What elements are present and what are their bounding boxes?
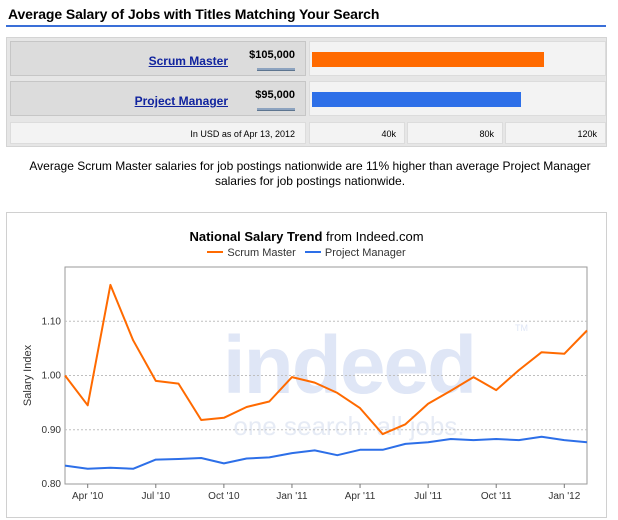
y-tick-label: 0.80 bbox=[42, 479, 62, 490]
job-link-scrum-master[interactable]: Scrum Master bbox=[148, 54, 228, 68]
series-line-project-manager bbox=[64, 435, 588, 470]
x-tick-label: Jan '12 bbox=[548, 491, 580, 502]
axis-tick-label: 80k bbox=[479, 129, 494, 139]
x-tick-label: Oct '11 bbox=[481, 491, 512, 502]
y-tick-label: 1.00 bbox=[42, 371, 62, 382]
y-tick-label: 1.10 bbox=[42, 316, 62, 327]
trend-title-bold: National Salary Trend bbox=[189, 229, 323, 244]
amount-underline bbox=[257, 68, 295, 71]
x-tick-label: Apr '11 bbox=[345, 491, 376, 502]
series-line-scrum-master bbox=[64, 283, 588, 436]
axis-tick-cell: 120k bbox=[505, 122, 606, 144]
legend-item-scrum-master[interactable]: Scrum Master bbox=[207, 247, 296, 259]
salary-comparison-summary: Average Scrum Master salaries for job po… bbox=[29, 159, 591, 188]
legend-swatch bbox=[304, 251, 321, 254]
legend-swatch bbox=[207, 251, 224, 254]
watermark-logo: indeed bbox=[223, 320, 475, 411]
x-tick-label: Jul '10 bbox=[141, 491, 170, 502]
watermark-trademark: TM bbox=[515, 323, 528, 333]
salary-trend-panel: National Salary Trend from Indeed.com Sc… bbox=[6, 212, 607, 518]
legend-label: Project Manager bbox=[324, 247, 406, 259]
amount-underline bbox=[257, 108, 295, 111]
x-tick-label: Apr '10 bbox=[72, 491, 104, 502]
job-label-cell: Project Manager $95,000 bbox=[10, 81, 306, 116]
x-tick-label: Oct '10 bbox=[208, 491, 240, 502]
title-divider bbox=[6, 25, 606, 27]
salary-comparison-panel: Scrum Master $105,000 Project Manager $9… bbox=[6, 37, 607, 147]
x-tick-label: Jan '11 bbox=[276, 491, 308, 502]
page-title: Average Salary of Jobs with Titles Match… bbox=[8, 6, 380, 22]
axis-tick-label: 120k bbox=[577, 129, 597, 139]
watermark-tagline: one search. all jobs. bbox=[233, 411, 464, 441]
salary-bar-cell bbox=[309, 81, 606, 116]
legend-item-project-manager[interactable]: Project Manager bbox=[304, 247, 406, 259]
salary-bar-cell bbox=[309, 41, 606, 76]
axis-tick-cell: 40k bbox=[309, 122, 405, 144]
axis-tick-label: 40k bbox=[381, 129, 396, 139]
x-tick-label: Jul '11 bbox=[414, 491, 442, 502]
y-tick-label: 0.90 bbox=[42, 425, 62, 436]
footnote-cell: In USD as of Apr 13, 2012 bbox=[10, 122, 306, 144]
trend-title-source: from Indeed.com bbox=[322, 229, 424, 244]
salary-footnote: In USD as of Apr 13, 2012 bbox=[190, 129, 295, 139]
trend-chart-title: National Salary Trend from Indeed.com bbox=[7, 229, 606, 244]
axis-tick-cell: 80k bbox=[407, 122, 503, 144]
job-label-cell: Scrum Master $105,000 bbox=[10, 41, 306, 76]
salary-bar-project-manager bbox=[312, 92, 521, 107]
salary-amount: $105,000 bbox=[249, 49, 295, 61]
salary-bar-scrum-master bbox=[312, 52, 544, 67]
chart-legend: Scrum Master Project Manager bbox=[7, 247, 606, 259]
y-axis-label: Salary Index bbox=[22, 344, 34, 406]
salary-amount: $95,000 bbox=[255, 89, 295, 101]
job-link-project-manager[interactable]: Project Manager bbox=[134, 94, 228, 108]
legend-label: Scrum Master bbox=[227, 247, 296, 259]
